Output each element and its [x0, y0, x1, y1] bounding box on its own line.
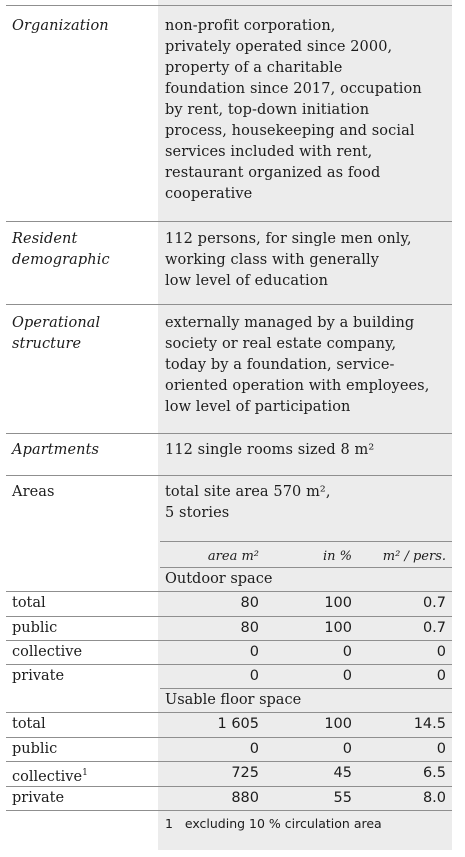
cell-per-person: 14.5 — [413, 716, 446, 732]
section-text-operational-structure: externally managed by a building society… — [165, 315, 430, 415]
column-header-percent: in % — [322, 549, 352, 564]
cell-area: 1 605 — [217, 716, 259, 732]
section-label-apartments: Apartments — [12, 442, 100, 458]
section-text-apartments: 112 single rooms sized 8 m² — [165, 442, 375, 458]
column-header-area: area m² — [207, 549, 259, 564]
divider — [6, 304, 452, 305]
cell-area: 0 — [249, 741, 259, 757]
cell-area: 880 — [231, 790, 259, 806]
row-label: private — [12, 790, 65, 806]
cell-area: 80 — [240, 620, 259, 636]
row-label: collective — [12, 644, 83, 660]
cell-area: 0 — [249, 644, 259, 660]
row-label-text: collective — [12, 768, 83, 785]
row-label: total — [12, 595, 46, 611]
divider — [6, 786, 452, 787]
section-text-resident-demographic: 112 persons, for single men only, workin… — [165, 231, 412, 289]
group-title-outdoor: Outdoor space — [165, 571, 273, 587]
cell-percent: 0 — [342, 668, 352, 684]
divider — [6, 221, 452, 222]
divider — [6, 664, 452, 665]
cell-per-person: 0 — [436, 644, 446, 660]
divider — [6, 433, 452, 434]
cell-percent: 100 — [324, 716, 352, 732]
divider — [6, 640, 452, 641]
section-label-resident-demographic: Resident demographic — [12, 231, 110, 268]
footnote-text: excluding 10 % circulation area — [184, 816, 382, 831]
section-text-organization: non-profit corporation, privately operat… — [165, 18, 422, 202]
cell-per-person: 0.7 — [422, 595, 446, 611]
divider — [6, 475, 452, 476]
footnote: 1 excluding 10 % circulation area — [165, 815, 382, 833]
cell-percent: 0 — [342, 741, 352, 757]
section-text-areas: total site area 570 m², 5 stories — [165, 484, 331, 521]
cell-percent: 100 — [324, 620, 352, 636]
cell-area: 0 — [249, 668, 259, 684]
divider — [6, 761, 452, 762]
group-title-usable-floor: Usable floor space — [165, 692, 302, 708]
divider — [160, 688, 452, 689]
cell-per-person: 0.7 — [422, 620, 446, 636]
section-label-areas: Areas — [12, 484, 55, 500]
cell-percent: 55 — [333, 790, 352, 806]
row-label: public — [12, 620, 58, 636]
divider — [6, 737, 452, 738]
cell-per-person: 6.5 — [422, 765, 446, 781]
cell-percent: 0 — [342, 644, 352, 660]
cell-percent: 100 — [324, 595, 352, 611]
cell-area: 725 — [231, 765, 259, 781]
cell-percent: 45 — [333, 765, 352, 781]
cell-per-person: 0 — [436, 741, 446, 757]
divider — [160, 541, 452, 542]
section-label-operational-structure: Operational structure — [12, 315, 101, 352]
divider — [6, 810, 452, 811]
footnote-number: 1 — [165, 816, 173, 831]
column-header-per-person: m² / pers. — [382, 549, 446, 564]
cell-per-person: 0 — [436, 668, 446, 684]
cell-area: 80 — [240, 595, 259, 611]
divider — [6, 712, 452, 713]
divider — [160, 567, 452, 568]
row-label: total — [12, 716, 46, 732]
cell-per-person: 8.0 — [422, 790, 446, 806]
footnote-marker: 1 — [82, 768, 88, 778]
divider — [6, 616, 452, 617]
row-label: collective1 — [12, 763, 88, 788]
section-label-organization: Organization — [12, 18, 109, 34]
divider — [6, 591, 452, 592]
value-column-background — [158, 0, 452, 850]
row-label: private — [12, 668, 65, 684]
row-label: public — [12, 741, 58, 757]
divider — [6, 5, 452, 6]
